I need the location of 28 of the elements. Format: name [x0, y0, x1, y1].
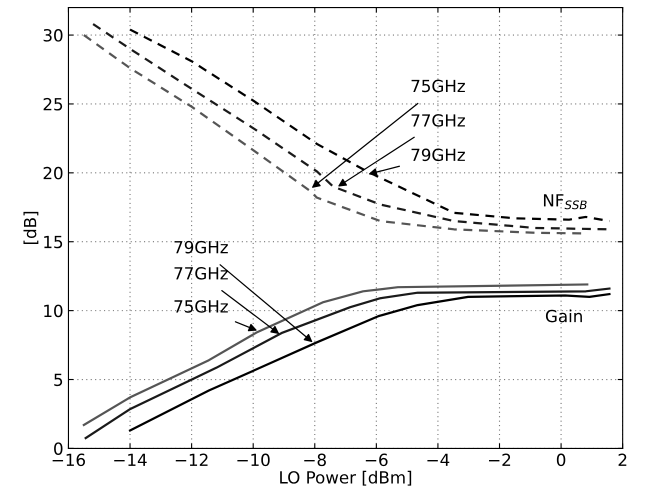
x-tick-label: −14 — [114, 454, 147, 466]
y-tick-label: 5 — [54, 374, 62, 386]
y-tick-label: 0 — [54, 442, 62, 455]
x-tick-label: −2 — [488, 454, 510, 466]
y-tick-label: 30 — [44, 29, 62, 42]
annotation: NF$_{SSB}$ — [544, 194, 587, 210]
x-tick-label: −10 — [237, 454, 270, 466]
x-tick-label: −16 — [52, 454, 85, 466]
annotation: 79GHz — [412, 148, 465, 162]
x-tick-label: 2 — [618, 454, 626, 466]
x-tick-label: −6 — [366, 454, 388, 466]
x-tick-label: −8 — [304, 454, 326, 466]
line-series — [128, 292, 611, 432]
annotation: 79GHz — [174, 240, 228, 254]
y-tick-label: 25 — [44, 98, 62, 111]
x-tick-label: 0 — [556, 454, 566, 466]
x-tick-label: −4 — [427, 454, 450, 466]
y-tick-label: 15 — [44, 236, 62, 248]
x-axis-title: LO Power [dBm] — [280, 470, 412, 486]
annotation: 77GHz — [174, 267, 228, 280]
y-axis-title: [dB] — [23, 212, 38, 244]
y-tick-label: 20 — [44, 166, 62, 180]
annotation: 75GHz — [412, 80, 465, 92]
annotation: Gain — [546, 309, 582, 322]
x-tick-label: −12 — [176, 454, 208, 466]
annotation: 75GHz — [174, 300, 228, 313]
annotation: 77GHz — [412, 114, 465, 127]
y-tick-label: 10 — [44, 304, 62, 318]
